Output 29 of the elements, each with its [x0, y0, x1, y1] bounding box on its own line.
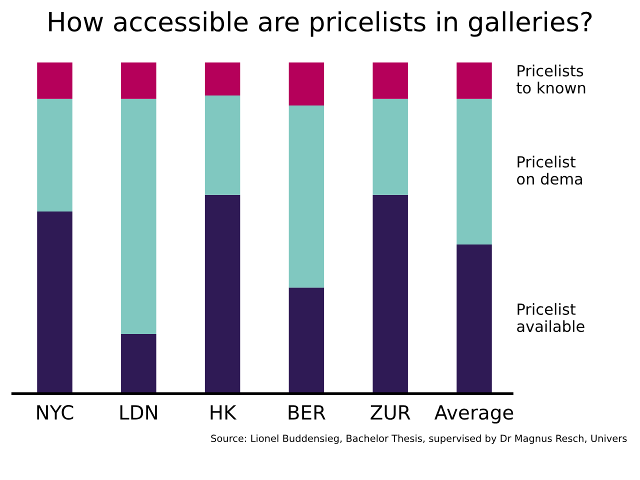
- bar: [456, 98, 492, 245]
- bar: [204, 194, 240, 394]
- bar: [204, 62, 240, 96]
- series-label: Pricelist on dema: [517, 156, 582, 185]
- x-tick-label: NYC: [37, 405, 74, 420]
- bar: [288, 105, 324, 288]
- bar: [288, 62, 324, 106]
- bar: [37, 98, 72, 212]
- x-tick-label: BER: [288, 405, 326, 420]
- bar: [372, 98, 408, 195]
- bar: [204, 96, 240, 195]
- bar: [121, 62, 156, 99]
- x-tick-label: LDN: [120, 405, 157, 420]
- bar: [37, 62, 72, 99]
- series-label: Pricelists to known: [516, 64, 586, 94]
- bar: [121, 334, 156, 394]
- chart-title: How accessible are pricelists in galleries?: [49, 11, 592, 37]
- bar: [288, 288, 324, 394]
- bar: [372, 62, 408, 99]
- x-tick-label: HK: [210, 405, 237, 420]
- bar: [456, 244, 492, 394]
- source-note: Source: Lionel Buddensieg, Bachelor Thesis, supervised by Dr Magnus Resch, Univers: [211, 434, 627, 444]
- bar: [121, 98, 156, 334]
- x-tick-label: Average: [434, 405, 514, 424]
- x-tick-label: ZUR: [370, 405, 410, 420]
- bar: [372, 194, 408, 394]
- bar: [456, 62, 492, 99]
- series-label: Pricelist available: [517, 303, 584, 332]
- bar: [37, 211, 72, 394]
